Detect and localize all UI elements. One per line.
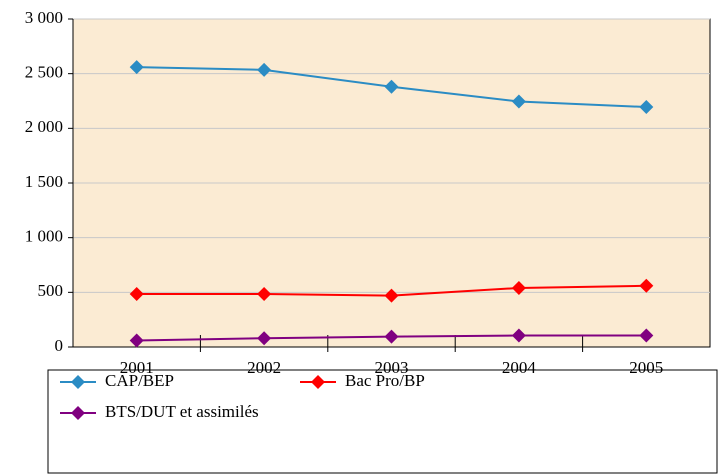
data-point: [257, 331, 272, 346]
x-tick-label: 2003: [375, 358, 409, 377]
data-point: [384, 288, 399, 303]
data-point: [129, 286, 144, 301]
data-point: [511, 280, 526, 295]
legend-marker: [71, 406, 85, 420]
x-tick-label: 2005: [629, 358, 663, 377]
y-tick-label: 3 000: [25, 8, 63, 27]
data-point: [511, 94, 526, 109]
y-tick-label: 1 000: [25, 227, 63, 246]
x-tick-label: 2004: [502, 358, 537, 377]
legend-marker: [311, 375, 325, 389]
data-point: [639, 278, 654, 293]
data-point: [129, 333, 144, 348]
data-point: [639, 100, 654, 115]
data-point: [257, 62, 272, 77]
x-tick-label: 2001: [120, 358, 154, 377]
data-point: [129, 60, 144, 75]
legend-box: [47, 369, 718, 474]
legend-marker: [71, 375, 85, 389]
y-tick-label: 1 500: [25, 172, 63, 191]
y-tick-label: 500: [38, 281, 64, 300]
legend-label: Bac Pro/BP: [345, 371, 425, 390]
data-point: [257, 286, 272, 301]
legend-label: BTS/DUT et assimilés: [105, 402, 259, 421]
y-tick-label: 2 500: [25, 63, 63, 82]
x-tick-label: 2002: [247, 358, 281, 377]
data-point: [511, 328, 526, 343]
legend-label: CAP/BEP: [105, 371, 174, 390]
y-tick-label: 2 000: [25, 117, 63, 136]
data-point: [639, 328, 654, 343]
data-point: [384, 329, 399, 344]
y-tick-label: 0: [55, 336, 64, 355]
data-point: [384, 79, 399, 94]
